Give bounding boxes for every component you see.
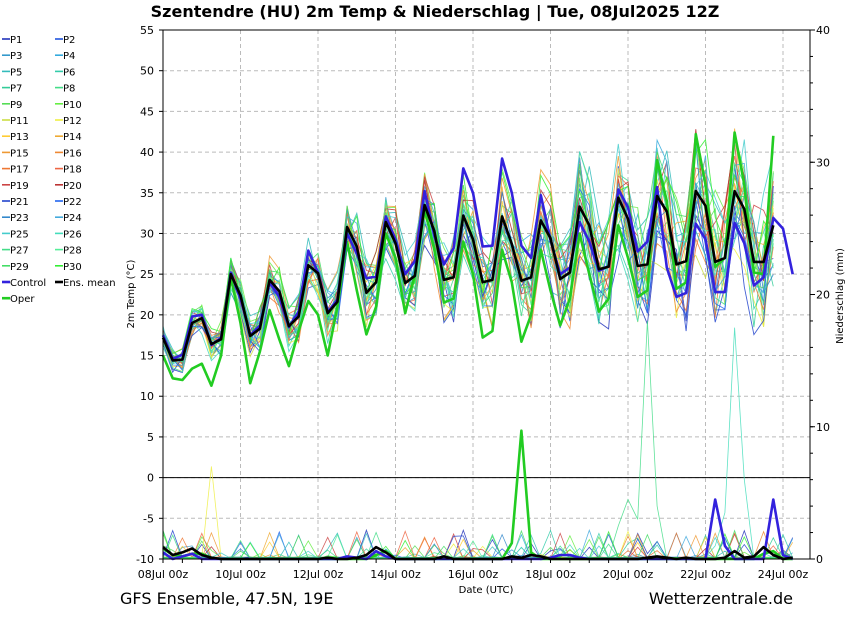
- legend-label: P23: [10, 213, 29, 224]
- x-tick-label: 08Jul 00z: [138, 568, 189, 581]
- legend-label: P18: [63, 165, 82, 176]
- legend-label: P11: [10, 116, 29, 127]
- y-tick-label: 25: [140, 268, 154, 281]
- y-tick-label: 30: [140, 227, 154, 240]
- member-temp-line: [162, 185, 774, 359]
- y2-tick-label: 20: [816, 289, 830, 302]
- legend-label: P25: [10, 229, 29, 240]
- y-tick-label: 5: [147, 431, 154, 444]
- legend-label: P7: [10, 84, 22, 95]
- y-axis-label-left: 2m Temp (°C): [126, 259, 137, 328]
- ens-mean-temp-line: [161, 189, 775, 362]
- chart-title: Szentendre (HU) 2m Temp & Niederschlag |…: [151, 2, 720, 22]
- axis-ticks: -10 -5 0 5 10 15 20 25 30 35 40 45 50 55 08Jul 00z 10Ju…: [136, 24, 830, 581]
- x-axis-label: Date (UTC): [459, 585, 514, 596]
- legend-label: P12: [63, 116, 82, 127]
- legend-label: P19: [10, 181, 29, 192]
- footer-model: GFS Ensemble, 47.5N, 19E: [120, 589, 333, 608]
- legend: P1 P2 P3 P4 P5 P6 P7 P8 P9 P10 P11 P12 P13 P14 P15 P16 P…: [2, 35, 116, 305]
- y-tick-label: 35: [140, 187, 154, 200]
- member-precip-line: [162, 466, 793, 560]
- y2-tick-label: 0: [816, 553, 823, 566]
- y2-tick-label: 10: [816, 421, 830, 434]
- legend-label: P8: [63, 84, 75, 95]
- x-tick-label: 10Jul 00z: [215, 568, 266, 581]
- legend-label: P10: [63, 100, 82, 111]
- legend-label: P1: [10, 35, 22, 46]
- y-tick-label: 15: [140, 350, 154, 363]
- legend-label: P30: [63, 262, 82, 273]
- legend-label: P29: [10, 262, 29, 273]
- y-tick-label: 45: [140, 105, 154, 118]
- legend-label: P15: [10, 148, 29, 159]
- legend-label: P2: [63, 35, 75, 46]
- legend-label: P16: [63, 148, 82, 159]
- legend-label: P28: [63, 246, 82, 257]
- x-tick-label: 14Jul 00z: [370, 568, 421, 581]
- x-tick-label: 20Jul 00z: [603, 568, 654, 581]
- legend-label: P14: [63, 132, 82, 143]
- legend-label: P5: [10, 67, 22, 78]
- y2-tick-label: 40: [816, 24, 830, 37]
- legend-label: P13: [10, 132, 29, 143]
- y-tick-label: 50: [140, 65, 154, 78]
- legend-label: P6: [63, 67, 75, 78]
- x-tick-label: 18Jul 00z: [525, 568, 576, 581]
- y-axis-label-right: Niederschlag (mm): [835, 248, 846, 344]
- member-temp-line: [162, 138, 774, 355]
- legend-label: P24: [63, 213, 82, 224]
- legend-label: P17: [10, 165, 29, 176]
- y2-tick-label: 30: [816, 156, 830, 169]
- legend-label: P21: [10, 197, 29, 208]
- legend-label: P3: [10, 51, 22, 62]
- x-tick-label: 24Jul 00z: [758, 568, 809, 581]
- legend-label: Ens. mean: [63, 278, 116, 289]
- member-temp-line: [162, 187, 774, 373]
- x-tick-label: 22Jul 00z: [680, 568, 731, 581]
- y-tick-label: 10: [140, 390, 154, 403]
- y-tick-label: 55: [140, 24, 154, 37]
- x-tick-label: 16Jul 00z: [448, 568, 499, 581]
- legend-label: P22: [63, 197, 82, 208]
- y-tick-label: 20: [140, 309, 154, 322]
- legend-label: Control: [10, 278, 46, 289]
- legend-label: P20: [63, 181, 82, 192]
- footer-source: Wetterzentrale.de: [649, 589, 793, 608]
- y-tick-label: 40: [140, 146, 154, 159]
- legend-label: P4: [63, 51, 75, 62]
- member-temp-line: [162, 183, 774, 372]
- legend-label: P9: [10, 100, 22, 111]
- oper-precip-line: [162, 429, 793, 561]
- x-tick-label: 12Jul 00z: [293, 568, 344, 581]
- y-tick-label: -10: [136, 553, 154, 566]
- y-tick-label: 0: [147, 472, 154, 485]
- legend-label: Oper: [10, 294, 35, 305]
- y-tick-label: -5: [143, 512, 154, 525]
- legend-label: P26: [63, 229, 82, 240]
- legend-label: P27: [10, 246, 29, 257]
